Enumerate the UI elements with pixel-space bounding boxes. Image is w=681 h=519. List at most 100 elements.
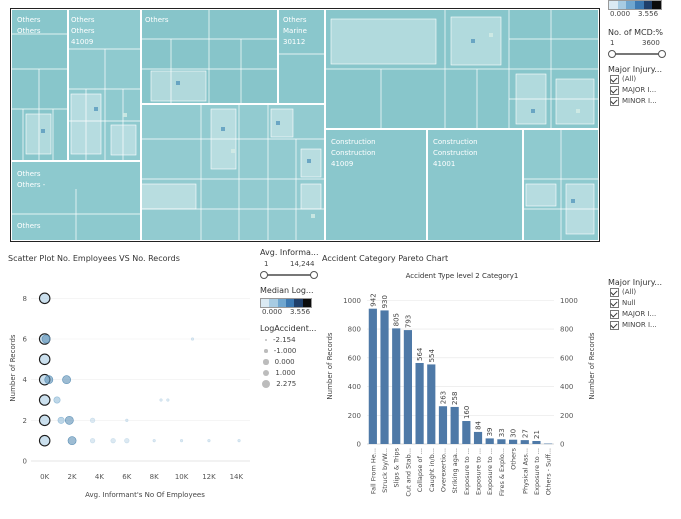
scatter-point[interactable] <box>90 438 96 444</box>
checkbox-checked-icon[interactable] <box>610 298 619 308</box>
scatter-point[interactable] <box>38 434 51 447</box>
pareto-data-label: 21 <box>533 430 541 439</box>
pareto-category-label: Caught in/b... <box>428 448 436 492</box>
pareto-data-label: 942 <box>369 293 377 306</box>
pareto-bar[interactable] <box>427 364 436 444</box>
scatter-point[interactable] <box>159 398 163 402</box>
pareto-category-label: Exposure to ... <box>533 448 541 495</box>
checkbox-checked-icon[interactable] <box>610 96 619 106</box>
scatter-plot[interactable]: 0 2 4 6 8 0K 2K 4K 6K 8K 10K 12K 14K Number of Recor… <box>5 268 255 518</box>
scatter-point[interactable] <box>190 337 195 341</box>
scatter-point[interactable] <box>237 439 241 443</box>
scatter-point[interactable] <box>110 438 116 444</box>
pareto-y-tick-right: 1000 <box>560 297 578 305</box>
pareto-data-label: 39 <box>486 427 494 436</box>
treemap-block-others-b[interactable] <box>141 9 278 104</box>
pareto-bar[interactable] <box>544 443 553 445</box>
treemap-label: Others Others 41009 <box>71 16 95 46</box>
injury-filter-option[interactable]: Null <box>610 298 680 309</box>
scatter-point[interactable] <box>38 353 51 366</box>
scatter-x-tick: 6K <box>122 473 131 481</box>
pareto-y-tick-right: 800 <box>560 326 573 334</box>
top-right-panel: 0.000 3.556 No. of MCD:% 1 3600 Major In… <box>608 0 680 107</box>
pareto-bar[interactable] <box>532 440 541 444</box>
pareto-bar[interactable] <box>462 421 471 444</box>
scatter-point[interactable] <box>38 292 51 305</box>
injury-filter-option[interactable]: MAJOR I... <box>610 309 680 320</box>
pareto-chart[interactable]: Accident Type level 2 Category1 942 930 80… <box>322 266 602 516</box>
scatter-point[interactable] <box>64 415 74 425</box>
mcd-slider-max-handle[interactable] <box>658 50 666 58</box>
injury-filter-option[interactable]: MINOR I... <box>610 96 680 107</box>
avg-slider-max-handle[interactable] <box>310 271 318 279</box>
pareto-y-tick-right: 400 <box>560 383 573 391</box>
treemap-block-others-marine[interactable] <box>278 9 325 104</box>
scatter-point[interactable] <box>125 418 129 422</box>
pareto-bar[interactable] <box>368 308 377 444</box>
scatter-point[interactable] <box>90 417 96 423</box>
scatter-x-tick: 8K <box>150 473 159 481</box>
pareto-bar[interactable] <box>509 439 518 444</box>
scatter-point[interactable] <box>53 396 61 404</box>
treemap-block-others-41009[interactable] <box>68 9 141 161</box>
scatter-point[interactable] <box>67 436 77 446</box>
checkbox-checked-icon[interactable] <box>610 320 619 330</box>
scatter-point[interactable] <box>207 439 211 443</box>
scatter-point[interactable] <box>38 394 51 406</box>
median-color-legend <box>260 298 312 308</box>
pareto-bar[interactable] <box>380 310 389 444</box>
treemap[interactable]: Others Others Others Others 41009 Others… <box>10 8 600 242</box>
scatter-point[interactable] <box>166 398 170 402</box>
scatter-x-tick: 10K <box>175 473 189 481</box>
scatter-point[interactable] <box>124 438 130 444</box>
pareto-bar[interactable] <box>473 431 483 444</box>
injury-filter-title: Major Injury... <box>608 65 662 74</box>
scatter-point[interactable] <box>44 375 54 385</box>
avg-filter-title: Avg. Informa... <box>260 248 319 257</box>
pareto-bar[interactable] <box>520 440 529 444</box>
mcd-slider-track[interactable] <box>612 53 662 55</box>
scatter-point[interactable] <box>38 414 51 427</box>
checkbox-checked-icon[interactable] <box>610 74 619 84</box>
checkbox-checked-icon[interactable] <box>610 85 619 95</box>
pareto-bar[interactable] <box>415 362 424 444</box>
scatter-y-tick: 8 <box>23 295 27 303</box>
mcd-slider-min-handle[interactable] <box>608 50 616 58</box>
injury-filter-option[interactable]: MINOR I... <box>610 320 680 331</box>
checkbox-checked-icon[interactable] <box>610 309 619 319</box>
scatter-point[interactable] <box>41 334 51 344</box>
scatter-point[interactable] <box>62 375 71 385</box>
scatter-point[interactable] <box>57 416 65 424</box>
pareto-bar[interactable] <box>438 406 448 444</box>
treemap-block-others-c[interactable] <box>141 104 325 241</box>
scatter-y-tick: 2 <box>23 417 27 425</box>
mcd-max: 3600 <box>642 39 660 47</box>
pareto-y-tick-right: 600 <box>560 354 573 362</box>
injury-filter-option[interactable]: MAJOR I... <box>610 85 680 96</box>
pareto-data-label: 930 <box>381 295 389 308</box>
pareto-category-label: Fires & Explo... <box>498 448 506 496</box>
pareto-bar[interactable] <box>392 328 401 444</box>
treemap-label: Others <box>145 16 169 24</box>
pareto-bar[interactable] <box>450 406 459 444</box>
treemap-block-construction-41001[interactable] <box>427 129 523 241</box>
pareto-bar[interactable] <box>485 438 494 444</box>
treemap-label: Others Others <box>17 16 41 35</box>
scatter-title: Scatter Plot No. Employees VS No. Record… <box>8 254 180 263</box>
treemap-label: Construction Construction 41001 <box>433 138 478 168</box>
pareto-y-tick-right: 200 <box>560 412 573 420</box>
scatter-point[interactable] <box>152 439 156 443</box>
injury-filter-option[interactable]: (All) <box>610 287 680 298</box>
checkbox-checked-icon[interactable] <box>610 287 619 297</box>
pareto-category-label: Exposure to ... <box>486 448 494 495</box>
pareto-y-tick-left: 600 <box>348 354 361 362</box>
treemap-block-construction-41009[interactable] <box>325 129 427 241</box>
pareto-bar[interactable] <box>403 330 412 444</box>
pareto-bar[interactable] <box>497 439 506 444</box>
injury-filter-option[interactable]: (All) <box>610 74 680 85</box>
avg-slider-min-handle[interactable] <box>260 271 268 279</box>
scatter-point[interactable] <box>180 439 184 443</box>
pareto-category-label: Slips & Trips <box>393 447 401 487</box>
pareto-category-label: Cut and Stab... <box>404 448 412 497</box>
avg-slider-track[interactable] <box>264 274 314 276</box>
